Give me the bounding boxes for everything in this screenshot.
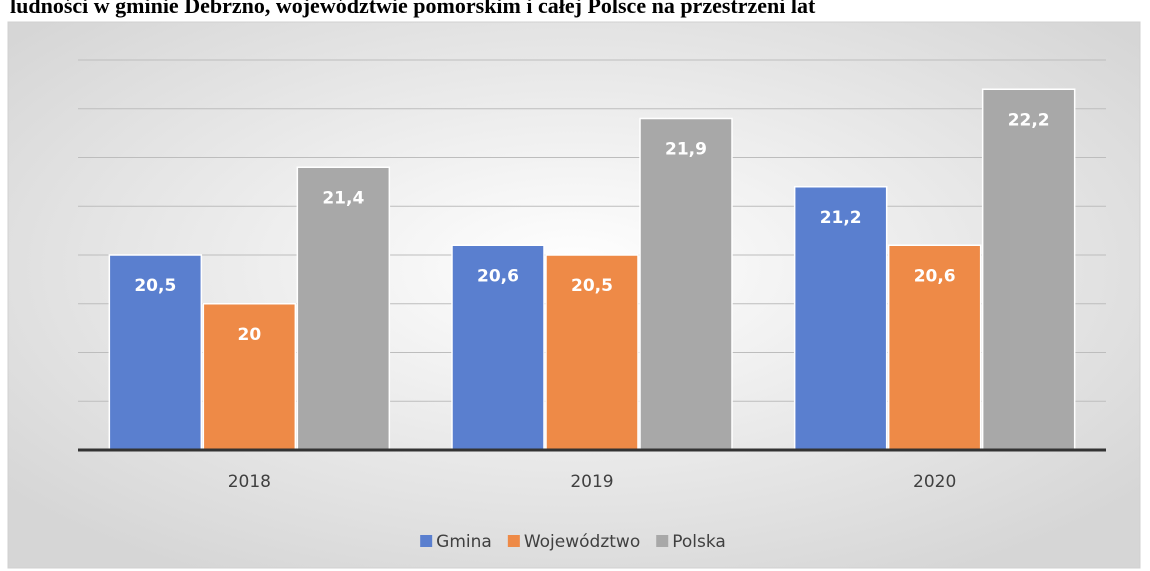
bar xyxy=(108,254,203,451)
x-tick-label: 2018 xyxy=(228,472,271,492)
bar xyxy=(451,244,545,451)
bar xyxy=(202,303,297,451)
bar xyxy=(981,88,1076,451)
data-label: 21,9 xyxy=(665,140,707,160)
chart-title: ludności w gminie Debrzno, województwie … xyxy=(10,0,816,18)
legend-swatch xyxy=(656,535,669,547)
data-label: 20,6 xyxy=(914,266,956,286)
bar xyxy=(793,186,888,451)
bar xyxy=(545,254,639,451)
data-label: 20,6 xyxy=(477,266,519,286)
legend-label: Województwo xyxy=(524,532,640,552)
data-label: 22,2 xyxy=(1008,110,1050,130)
bar xyxy=(887,244,982,451)
x-tick-label: 2019 xyxy=(570,472,613,492)
data-label: 20 xyxy=(237,325,261,345)
data-label: 21,4 xyxy=(322,188,364,208)
data-label: 20,5 xyxy=(134,276,176,296)
x-tick-label: 2020 xyxy=(913,472,956,492)
data-label: 21,2 xyxy=(820,208,862,228)
legend-label: Gmina xyxy=(436,532,492,552)
data-label: 20,5 xyxy=(571,276,613,296)
bar xyxy=(296,166,391,451)
legend-swatch xyxy=(507,535,520,547)
legend-swatch xyxy=(420,535,433,547)
bar xyxy=(639,117,733,451)
legend-label: Polska xyxy=(672,532,726,552)
